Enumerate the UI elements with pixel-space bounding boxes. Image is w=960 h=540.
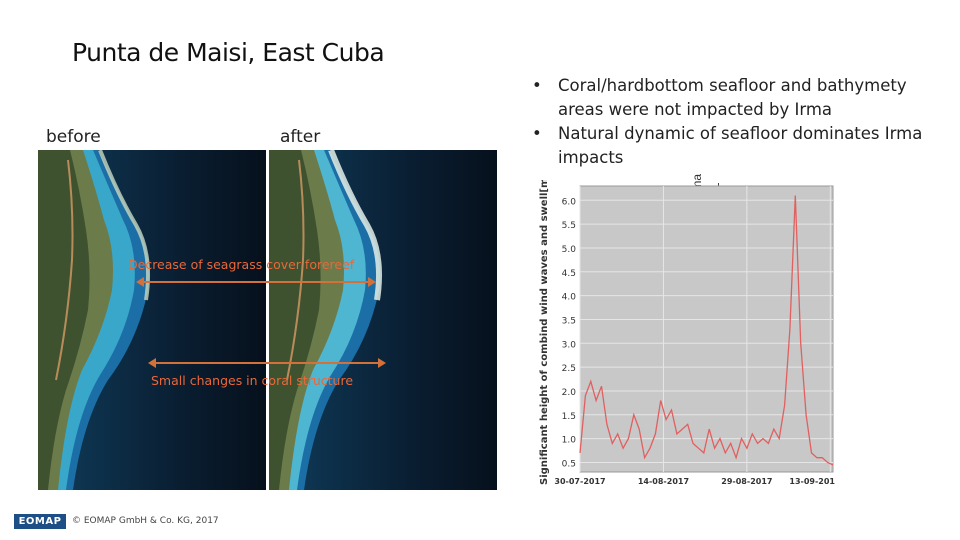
y-tick-label: 1.0 <box>562 436 577 446</box>
plot-area <box>579 185 834 473</box>
y-tick-label: 2.0 <box>562 388 577 398</box>
coral-annotation: Small changes in coral structure <box>151 373 354 388</box>
y-tick-label: 0.5 <box>562 459 576 469</box>
x-tick-label: 30-07-2017 <box>554 477 605 485</box>
x-tick-label: 13-09-201 <box>789 477 835 485</box>
x-tick-label: 14-08-2017 <box>638 477 689 485</box>
seagrass-arrow <box>136 277 376 287</box>
y-tick-label: 2.5 <box>562 364 576 374</box>
after-label: after <box>280 127 321 147</box>
y-axis-label: Significant height of combind wind waves… <box>539 180 550 485</box>
y-tick-label: 4.0 <box>562 293 577 303</box>
y-tick-label: 5.0 <box>562 245 577 255</box>
copyright-text: © EOMAP GmbH & Co. KG, 2017 <box>72 516 219 526</box>
y-tick-label: 3.0 <box>562 340 577 350</box>
bullet-item: Coral/hardbottom seafloor and bathymety … <box>530 74 955 122</box>
y-tick-label: 3.5 <box>562 316 576 326</box>
coral-arrow <box>148 358 386 368</box>
x-tick-label: 29-08-2017 <box>721 477 772 485</box>
before-satellite-image <box>38 150 266 490</box>
wave-height-line <box>579 195 834 466</box>
y-tick-label: 6.0 <box>562 197 577 207</box>
y-tick-label: 1.5 <box>562 412 576 422</box>
bullet-list: Coral/hardbottom seafloor and bathymety … <box>530 74 955 170</box>
bullet-item: Natural dynamic of seafloor dominates Ir… <box>530 122 955 170</box>
seagrass-annotation: Decrease of seagrass cover forereef <box>128 257 355 272</box>
y-tick-label: 4.5 <box>562 269 576 279</box>
before-label: before <box>46 127 101 147</box>
chart-svg: 0.5 1.0 1.5 2.0 2.5 3.0 3.5 4.0 4.5 5.0 5.5 6.0 30-0… <box>539 173 835 486</box>
footer: EOMAP © EOMAP GmbH & Co. KG, 2017 <box>14 512 219 530</box>
y-tick-label: 5.5 <box>562 221 576 231</box>
wave-height-chart: 0.5 1.0 1.5 2.0 2.5 3.0 3.5 4.0 4.5 5.0 5.5 6.0 30-0… <box>535 173 840 486</box>
slide-title: Punta de Maisi, East Cuba <box>72 38 385 67</box>
eomap-logo: EOMAP <box>14 513 66 529</box>
after-satellite-image <box>269 150 497 490</box>
